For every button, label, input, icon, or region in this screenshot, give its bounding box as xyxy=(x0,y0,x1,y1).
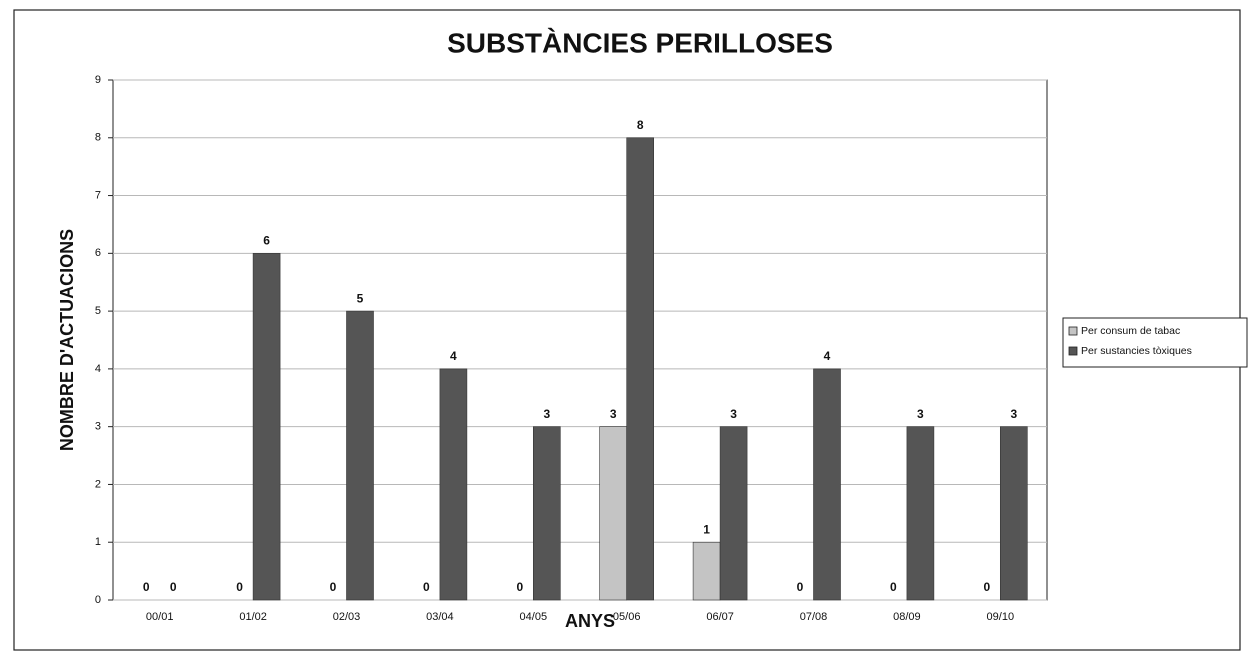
bar xyxy=(906,426,935,601)
data-label: 0 xyxy=(983,580,990,594)
data-label: 0 xyxy=(797,580,804,594)
bar xyxy=(813,368,841,601)
data-label: 4 xyxy=(824,349,831,363)
bar xyxy=(252,253,281,601)
y-tick-label: 6 xyxy=(95,247,101,259)
bar xyxy=(692,541,721,601)
x-tick-label: 01/02 xyxy=(239,611,267,623)
data-label: 0 xyxy=(890,580,897,594)
bar xyxy=(346,310,374,601)
y-tick-label: 0 xyxy=(95,594,101,606)
y-tick-label: 1 xyxy=(95,536,101,548)
data-label: 3 xyxy=(1010,407,1017,421)
y-tick-label: 5 xyxy=(95,305,101,317)
data-label: 8 xyxy=(637,118,644,132)
x-tick-label: 05/06 xyxy=(613,611,641,623)
bar xyxy=(999,426,1028,601)
data-label: 0 xyxy=(143,580,150,594)
legend-swatch xyxy=(1068,346,1078,356)
data-label: 3 xyxy=(610,407,617,421)
x-tick-label: 09/10 xyxy=(987,611,1015,623)
data-label: 3 xyxy=(917,407,924,421)
data-label: 1 xyxy=(703,522,710,536)
legend-label: Per consum de tabac xyxy=(1081,325,1180,337)
data-label: 3 xyxy=(730,407,737,421)
y-tick-label: 3 xyxy=(95,421,101,433)
x-tick-label: 02/03 xyxy=(333,611,361,623)
data-label: 4 xyxy=(450,349,457,363)
data-label: 3 xyxy=(543,407,550,421)
x-tick-label: 04/05 xyxy=(520,611,548,623)
x-tick-label: 08/09 xyxy=(893,611,921,623)
bar xyxy=(439,368,468,601)
data-label: 0 xyxy=(423,580,430,594)
bar xyxy=(599,426,628,601)
data-label: 5 xyxy=(357,291,364,305)
x-tick-label: 06/07 xyxy=(706,611,734,623)
legend xyxy=(1062,317,1248,368)
data-label: 0 xyxy=(236,580,243,594)
y-tick-label: 9 xyxy=(95,74,101,86)
x-tick-label: 07/08 xyxy=(800,611,828,623)
legend-swatch xyxy=(1068,326,1078,336)
bar xyxy=(626,137,655,601)
data-label: 0 xyxy=(330,580,337,594)
y-tick-label: 7 xyxy=(95,189,101,201)
y-tick-label: 4 xyxy=(95,363,101,375)
x-axis-label: ANYS xyxy=(565,611,615,631)
bar xyxy=(532,426,561,601)
data-label: 6 xyxy=(263,234,270,248)
y-axis-label: NOMBRE D'ACTUACIONS xyxy=(57,229,77,451)
chart-title: SUBSTÀNCIES PERILLOSES xyxy=(447,27,833,58)
legend-label: Per sustancies tòxiques xyxy=(1081,345,1192,357)
x-tick-label: 03/04 xyxy=(426,611,454,623)
bar xyxy=(719,426,748,601)
y-tick-label: 8 xyxy=(95,132,101,144)
data-label: 0 xyxy=(516,580,523,594)
data-label: 0 xyxy=(170,580,177,594)
y-tick-label: 2 xyxy=(95,478,101,490)
x-tick-label: 00/01 xyxy=(146,611,174,623)
